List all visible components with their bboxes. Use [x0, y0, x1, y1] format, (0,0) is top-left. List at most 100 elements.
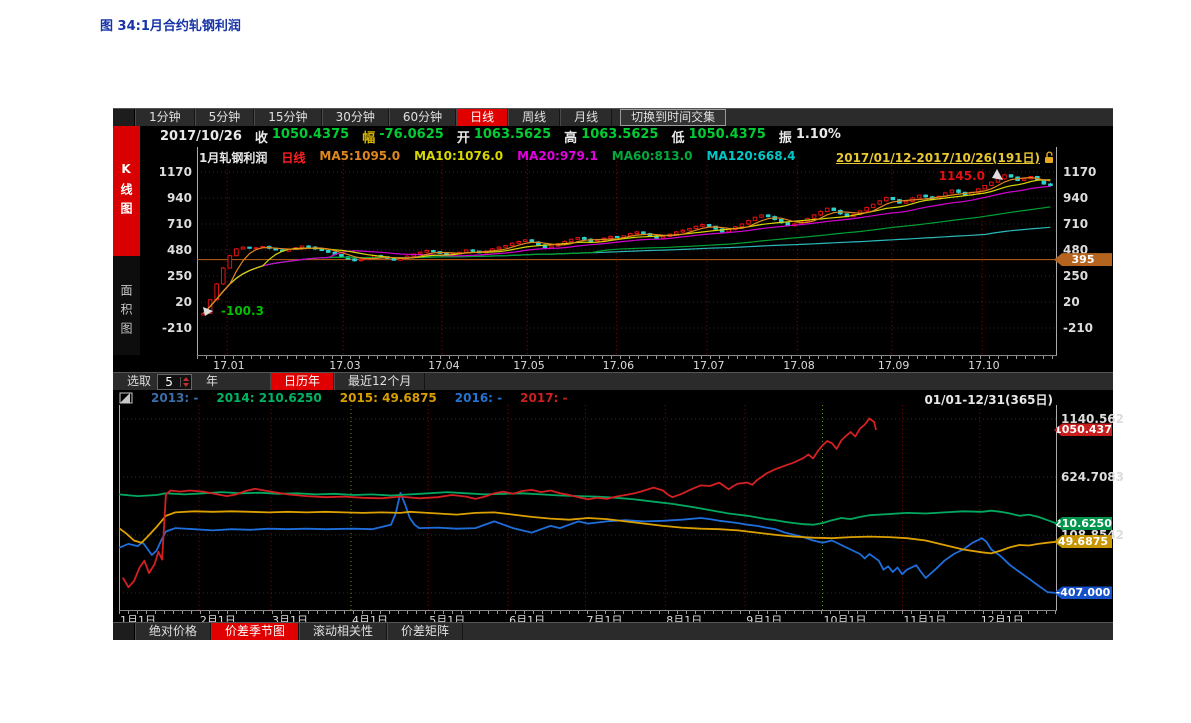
ma120-line: [203, 226, 1051, 314]
kline-legend-item: MA10:1076.0: [414, 149, 504, 163]
quote-field-value: 1050.4375: [688, 127, 766, 142]
year-label: 年: [206, 374, 219, 388]
candles: [201, 173, 1053, 316]
tab-5分钟[interactable]: 5分钟: [194, 109, 255, 126]
quote-field-label: 收: [254, 131, 268, 146]
ma10-line: [203, 179, 1051, 314]
kline-x-axis: 17.01 17.03 17.04 17.05 17.06 17.07 17.08 17.09…: [113, 355, 1113, 372]
axis-line: [119, 610, 1057, 611]
kline-chart[interactable]: 1145.0 -100.3: [197, 147, 1057, 355]
tab-最近12个月[interactable]: 最近12个月: [334, 373, 426, 390]
kline-date-range[interactable]: 2017/01/12-2017/10/26(191日): [836, 149, 1055, 166]
seasonal-legend: 2013: - 2014: 210.6250 2015: 49.6875 2016: …: [113, 390, 1113, 405]
x-axis-label-17.01: 17.01: [213, 359, 245, 372]
x-axis-label-17.10: 17.10: [968, 359, 1000, 372]
seasonal-legend-item-2014[interactable]: 2014: 210.6250: [216, 390, 322, 405]
kline-legend-item: MA20:979.1: [517, 149, 598, 163]
tab-60分钟[interactable]: 60分钟: [388, 109, 457, 126]
quote-field-开: 开 1063.5625: [457, 127, 551, 146]
x-axis-label-17.06: 17.06: [602, 359, 635, 372]
quote-field-label: 振: [778, 131, 792, 146]
tab-15分钟[interactable]: 15分钟: [254, 109, 322, 126]
select-label: 选取: [127, 374, 152, 388]
series-2016-line: [119, 492, 1057, 594]
kline-legend-item: 1月轧钢利润: [199, 151, 268, 165]
quote-field-收: 收 1050.4375: [255, 127, 349, 146]
quote-field-label: 幅: [362, 131, 376, 146]
tab-日历年[interactable]: 日历年: [270, 373, 335, 390]
tab-滚动相关性[interactable]: 滚动相关性: [299, 623, 388, 640]
ma5-line: [203, 176, 1051, 314]
y-axis-label: 710: [1063, 216, 1089, 231]
sidebar-tab-area[interactable]: 面积图: [119, 283, 133, 341]
tab-绝对价格[interactable]: 绝对价格: [135, 623, 212, 640]
quote-field-value: 1050.4375: [271, 127, 350, 142]
axis-ticks: [119, 611, 1057, 614]
series-2014-line: [119, 491, 1057, 526]
tab-周线[interactable]: 周线: [508, 109, 561, 126]
y-axis-label: 1140.562: [1061, 411, 1125, 426]
series-value-tag-210.6250: 210.6250: [1054, 517, 1112, 531]
y-axis-label: 710: [166, 216, 192, 231]
low-marker-arrow-icon: [203, 307, 213, 316]
spinner-down-icon[interactable]: [183, 382, 190, 387]
date-range-link[interactable]: 2017/01/12-2017/10/26(191日): [835, 151, 1040, 165]
y-axis-label: -210: [161, 320, 192, 335]
period-toolbar: 1分钟 5分钟 15分钟 30分钟 60分钟 日线 周线 月线 切换到时间交集: [113, 108, 1113, 126]
x-axis-label-17.03: 17.03: [329, 359, 361, 372]
x-axis-label-17.08: 17.08: [783, 359, 815, 372]
series-2015-line: [119, 510, 1057, 555]
axis-ticks: [197, 356, 1057, 359]
view-mode-toolbar: 绝对价格 价差季节图 滚动相关性 价差矩阵: [113, 622, 1113, 640]
toolbar-spacer: [113, 623, 135, 640]
seasonal-x-axis: 1月1日 2月1日 3月1日 4月1日 5月1日 6月1日 7月1日 8月1日 9月1日 10月1…: [113, 610, 1113, 627]
y-axis-label: 940: [166, 190, 192, 205]
tab-月线[interactable]: 月线: [560, 109, 613, 126]
kline-legend-item: MA5:1095.0: [319, 149, 401, 163]
tab-1分钟[interactable]: 1分钟: [135, 109, 195, 126]
tab-日线[interactable]: 日线: [456, 109, 509, 126]
tab-价差季节图[interactable]: 价差季节图: [211, 623, 300, 640]
ma20-line: [203, 185, 1051, 314]
series-value-tag--407.000: -407.000: [1054, 586, 1112, 600]
seasonal-legend-item-2015[interactable]: 2015: 49.6875: [339, 390, 437, 405]
tab-30分钟[interactable]: 30分钟: [321, 109, 389, 126]
spinner-arrows[interactable]: [180, 376, 191, 387]
seasonal-legend-item-2013[interactable]: 2013: -: [151, 390, 199, 405]
seasonal-legend-item-2017[interactable]: 2017: -: [520, 390, 568, 405]
spinner-up-icon[interactable]: [183, 376, 190, 381]
seasonal-chart[interactable]: [119, 405, 1057, 612]
quote-field-低: 低 1050.4375: [671, 127, 765, 146]
corner-triangle-icon[interactable]: [119, 392, 133, 404]
switch-time-intersection-button[interactable]: 切换到时间交集: [620, 109, 727, 126]
series-value-tag-1050.437: 1050.437: [1054, 423, 1112, 437]
ma60-line: [203, 206, 1051, 314]
quote-field-value: 1063.5625: [473, 127, 552, 142]
kline-legend-item: MA120:668.4: [706, 149, 796, 163]
toolbar-spacer: [113, 109, 135, 126]
x-axis-label-17.05: 17.05: [513, 359, 545, 372]
y-axis-label: 20: [1063, 294, 1080, 309]
high-annotation: 1145.0: [939, 169, 985, 183]
quote-field-value: -76.0625: [379, 127, 444, 142]
quote-field-label: 开: [456, 131, 470, 146]
seasonal-legend-item-2016[interactable]: 2016: -: [454, 390, 503, 405]
tab-价差矩阵[interactable]: 价差矩阵: [387, 623, 464, 640]
y-axis-label: 250: [166, 268, 192, 283]
sidebar-tab-kline[interactable]: K线图: [113, 126, 140, 256]
year-count-spinner[interactable]: 5: [157, 373, 193, 390]
seasonal-date-range: 01/01-12/31(365日): [924, 393, 1053, 407]
quote-field-高: 高 1063.5625: [564, 127, 658, 146]
y-axis-label: 480: [166, 242, 192, 257]
quote-date: 2017/10/26: [160, 129, 242, 144]
y-axis-label: 1170: [158, 164, 192, 179]
quote-field-振: 振 1.10%: [779, 127, 841, 146]
chart-widget: 1分钟 5分钟 15分钟 30分钟 60分钟 日线 周线 月线 切换到时间交集 2017/10/…: [113, 108, 1124, 640]
low-annotation: -100.3: [221, 304, 264, 318]
figure-title: 图 34:1月合约轧钢利润: [100, 19, 241, 34]
x-axis-label-17.04: 17.04: [428, 359, 460, 372]
year-count-value[interactable]: 5: [165, 374, 173, 389]
kline-legend-item: MA60:813.0: [611, 149, 693, 163]
y-axis-label: -210: [1063, 320, 1094, 335]
